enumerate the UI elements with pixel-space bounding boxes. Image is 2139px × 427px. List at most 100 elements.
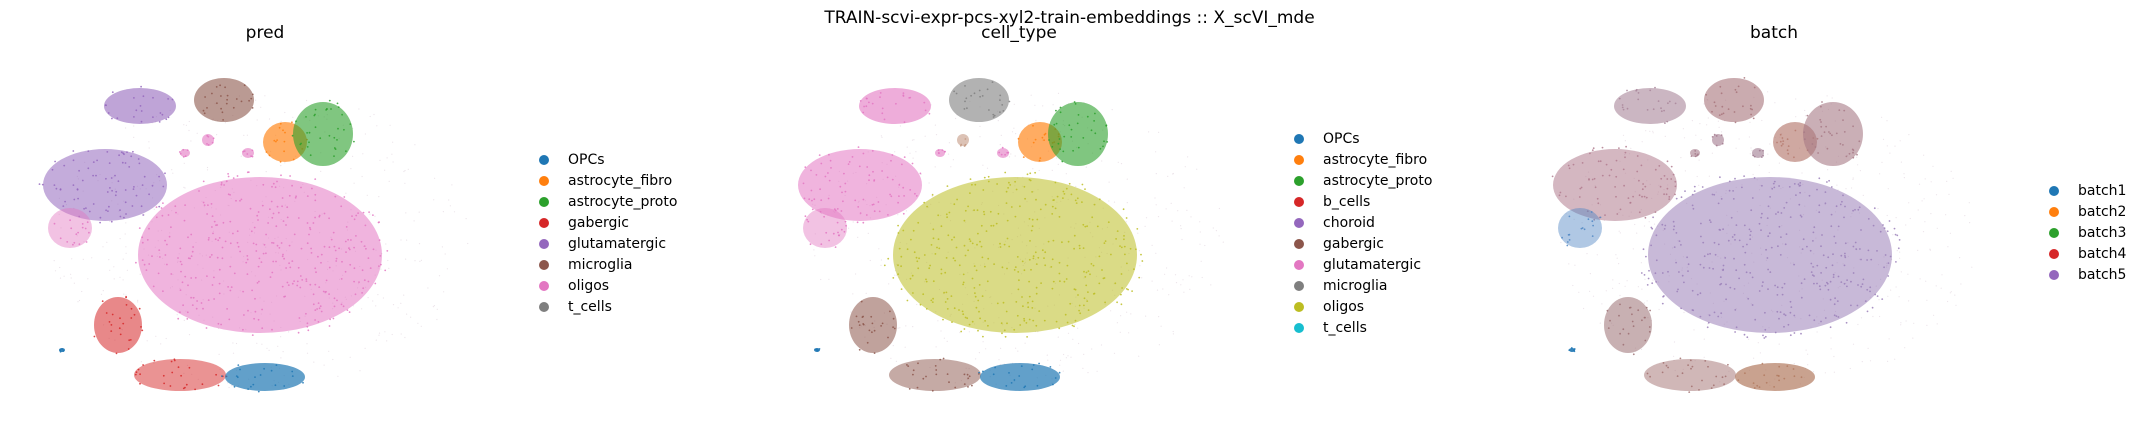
background-point bbox=[1047, 359, 1049, 361]
cell-point bbox=[1004, 335, 1007, 338]
background-point bbox=[1126, 178, 1128, 180]
background-point bbox=[814, 233, 816, 235]
cell-point bbox=[1084, 225, 1087, 228]
cell-point bbox=[828, 179, 831, 182]
background-point bbox=[1899, 140, 1901, 142]
background-point bbox=[1119, 331, 1121, 333]
cell-point bbox=[152, 116, 154, 118]
background-point bbox=[60, 227, 62, 229]
background-point bbox=[1643, 302, 1645, 304]
cell-point bbox=[51, 168, 54, 171]
cell-point bbox=[135, 109, 138, 112]
cell-point bbox=[1646, 372, 1649, 375]
legend-marker bbox=[539, 259, 549, 270]
cell-point bbox=[1709, 221, 1712, 224]
background-point bbox=[998, 359, 1000, 361]
cell-point bbox=[114, 194, 117, 197]
cell-point bbox=[1751, 304, 1754, 306]
cell-point bbox=[170, 226, 172, 229]
cell-point bbox=[1780, 212, 1783, 214]
cell-point bbox=[164, 254, 167, 256]
cell-point bbox=[1761, 212, 1763, 215]
cell-point bbox=[1673, 225, 1676, 228]
cell-point bbox=[218, 237, 221, 239]
cell-point bbox=[1886, 230, 1889, 233]
background-point bbox=[406, 239, 408, 241]
cell-point bbox=[1753, 387, 1756, 389]
cell-point bbox=[1694, 150, 1697, 152]
cell-point bbox=[1765, 381, 1768, 384]
background-point bbox=[1830, 348, 1832, 350]
cell-point bbox=[932, 228, 935, 231]
cell-point bbox=[1858, 140, 1861, 143]
background-point bbox=[444, 253, 446, 255]
background-point bbox=[224, 122, 226, 124]
cell-point bbox=[1793, 156, 1795, 159]
cell-point bbox=[816, 348, 818, 351]
cell-point bbox=[993, 263, 995, 265]
cell-point bbox=[1737, 85, 1740, 88]
background-point bbox=[1157, 216, 1160, 218]
cell-point bbox=[87, 150, 90, 152]
background-point bbox=[1947, 300, 1949, 303]
background-point bbox=[1199, 243, 1201, 245]
cell-point bbox=[951, 321, 953, 323]
background-point bbox=[948, 142, 950, 144]
cell-point bbox=[1017, 288, 1020, 291]
legend-marker bbox=[2049, 269, 2059, 280]
cell-point bbox=[1844, 252, 1846, 255]
background-point bbox=[1055, 157, 1057, 159]
cell-point bbox=[806, 218, 808, 221]
cell-point bbox=[859, 100, 862, 102]
cell-point bbox=[1702, 266, 1705, 269]
cell-point bbox=[1732, 190, 1734, 192]
cell-point bbox=[898, 195, 900, 198]
cell-point bbox=[1648, 326, 1651, 328]
cell-point bbox=[1743, 333, 1746, 336]
cell-point bbox=[984, 320, 986, 322]
cell-point bbox=[1659, 185, 1662, 188]
background-point bbox=[820, 278, 822, 281]
cell-point bbox=[1816, 282, 1818, 285]
cell-point bbox=[962, 313, 965, 316]
cell-point bbox=[964, 209, 967, 212]
background-point bbox=[436, 308, 438, 310]
background-point bbox=[1759, 352, 1761, 354]
cell-point bbox=[128, 339, 131, 342]
background-point bbox=[146, 340, 148, 342]
cell-point bbox=[1101, 269, 1103, 271]
background-point bbox=[417, 322, 419, 324]
cell-point bbox=[257, 211, 260, 213]
cell-point bbox=[1734, 121, 1737, 124]
background-point bbox=[940, 330, 942, 332]
cell-point bbox=[1876, 250, 1878, 252]
cell-point bbox=[335, 260, 338, 262]
cell-point bbox=[1125, 217, 1128, 219]
cell-point bbox=[273, 139, 276, 142]
cell-point bbox=[190, 296, 193, 299]
background-point bbox=[950, 166, 952, 168]
cell-point bbox=[1764, 335, 1767, 338]
background-point bbox=[1568, 263, 1570, 265]
cell-point bbox=[178, 151, 181, 153]
cell-point bbox=[1783, 207, 1786, 209]
cell-point bbox=[1624, 151, 1627, 154]
legend-label: glutamatergic bbox=[1323, 256, 1422, 273]
cell-point bbox=[111, 189, 113, 192]
cell-point bbox=[143, 263, 146, 266]
cell-point bbox=[314, 126, 317, 129]
cell-point bbox=[1647, 277, 1650, 280]
cell-point bbox=[111, 313, 114, 316]
background-point bbox=[1708, 175, 1710, 177]
background-point bbox=[1652, 279, 1654, 281]
cell-point bbox=[213, 220, 216, 223]
cell-point bbox=[974, 183, 977, 186]
cell-point bbox=[873, 352, 876, 354]
cell-point bbox=[804, 166, 807, 168]
cell-point bbox=[310, 247, 312, 250]
legend-label: glutamatergic bbox=[568, 235, 667, 252]
cell-point bbox=[277, 211, 280, 214]
suptitle: TRAIN-scvi-expr-pcs-xyl2-train-embedding… bbox=[824, 8, 1315, 28]
background-point bbox=[1046, 354, 1048, 356]
cell-point bbox=[999, 242, 1001, 245]
